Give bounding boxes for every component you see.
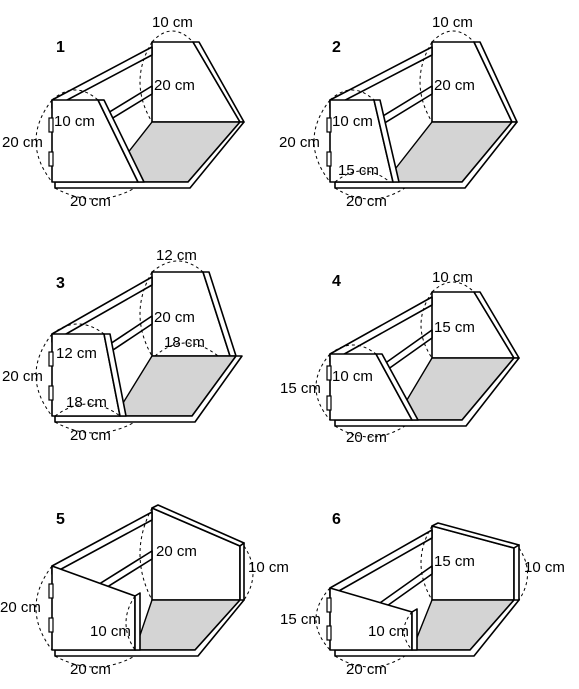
hinge [48, 117, 54, 133]
dim-label: 18 cm [66, 394, 107, 411]
front-end-edge [103, 333, 127, 417]
dim-label: 20 cm [0, 599, 41, 616]
dim-label: 15 cm [280, 380, 321, 397]
dim-label: 20 cm [156, 543, 197, 560]
figure-6: 6 15 cm 10 cm 15 cm 10 cm 20 cm [280, 511, 565, 678]
dim-label: 10 cm [432, 14, 473, 31]
dim-label: 10 cm [152, 14, 193, 31]
hinge [326, 395, 332, 411]
dim-label: 10 cm [248, 559, 289, 576]
dim-label: 20 cm [70, 427, 111, 444]
dim-label: 10 cm [368, 623, 409, 640]
top-rail [329, 296, 433, 363]
dim-label: 20 cm [2, 368, 43, 385]
dim-label: 10 cm [432, 269, 473, 286]
dim-label: 15 cm [434, 553, 475, 570]
figure-1: 1 10 cm 20 cm 10 cm 20 cm 20 cm [2, 14, 245, 210]
hinge [48, 385, 54, 401]
figure-number-4: 4 [332, 273, 341, 290]
dim-label: 20 cm [70, 193, 111, 210]
dim-label: 20 cm [154, 77, 195, 94]
figure-number-2: 2 [332, 39, 341, 56]
dim-label: 20 cm [154, 309, 195, 326]
dim-label: 15 cm [434, 319, 475, 336]
dim-label: 20 cm [346, 661, 387, 678]
top-rail [329, 529, 433, 597]
dim-label: 10 cm [332, 113, 373, 130]
figure-2: 2 10 cm 20 cm 10 cm 20 cm 15 cm 20 cm [279, 14, 518, 210]
front-end-edge [375, 353, 419, 421]
hinge [326, 365, 332, 381]
dim-label: 15 cm [280, 611, 321, 628]
dim-label: 10 cm [54, 113, 95, 130]
hinge [326, 117, 332, 133]
figure-5: 5 20 cm 10 cm 20 cm 10 cm 20 cm [0, 504, 289, 678]
figure-number-3: 3 [56, 275, 65, 292]
front-end-edge [411, 608, 418, 651]
back-end-side [513, 544, 520, 603]
dim-label: 20 cm [279, 134, 320, 151]
dim-label: 20 cm [346, 429, 387, 446]
hinge [48, 583, 54, 599]
dim-label: 20 cm [434, 77, 475, 94]
back-end-side [239, 542, 245, 603]
dim-label: 10 cm [524, 559, 565, 576]
dim-label: 12 cm [56, 345, 97, 362]
dim-label: 20 cm [2, 134, 43, 151]
figure-3: 3 12 cm 20 cm 18 cm 12 cm 20 cm 18 cm 20… [2, 247, 243, 444]
hinge [48, 351, 54, 367]
hinge [326, 597, 332, 613]
hinge [326, 625, 332, 641]
dim-label: 12 cm [156, 247, 197, 264]
hinge [48, 617, 54, 633]
figure-number-1: 1 [56, 39, 65, 56]
dim-label: 15 cm [338, 162, 379, 179]
figure-number-5: 5 [56, 511, 65, 528]
dim-label: 10 cm [332, 368, 373, 385]
hinge [326, 151, 332, 167]
front-end-edge [134, 592, 141, 651]
front-end-edge [373, 99, 400, 183]
dim-label: 10 cm [90, 623, 131, 640]
figure-4: 4 10 cm 15 cm 10 cm 15 cm 20 cm [280, 269, 520, 446]
dim-label: 20 cm [346, 193, 387, 210]
dim-label: 18 cm [164, 334, 205, 351]
figure-number-6: 6 [332, 511, 341, 528]
hinge [48, 151, 54, 167]
dim-label: 20 cm [70, 661, 111, 678]
